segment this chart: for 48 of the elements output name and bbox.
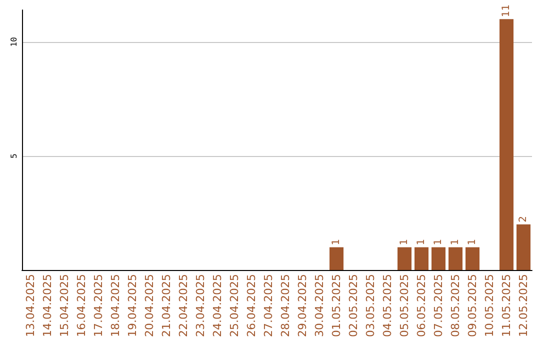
x-tick-label: 24.04.2025 (211, 274, 224, 337)
x-tick-label: 21.04.2025 (160, 274, 173, 337)
x-tick-label: 19.04.2025 (126, 274, 139, 337)
x-tick-label: 30.04.2025 (313, 274, 326, 337)
x-tick-label: 20.04.2025 (143, 274, 156, 337)
x-tick-label: 08.05.2025 (449, 274, 462, 337)
bar (516, 224, 530, 270)
x-tick-label: 04.05.2025 (381, 274, 394, 337)
y-tick-label: 5 (10, 153, 18, 158)
data-label: 2 (518, 216, 529, 222)
data-label: 1 (416, 238, 427, 246)
x-tick-label: 14.04.2025 (41, 274, 54, 337)
x-tick-label: 28.04.2025 (279, 274, 292, 337)
x-tick-label: 22.04.2025 (177, 274, 190, 337)
bar (466, 247, 480, 270)
x-tick-label: 29.04.2025 (296, 274, 309, 337)
x-tick-label: 02.05.2025 (347, 274, 360, 337)
bar (330, 247, 344, 270)
x-tick-label: 09.05.2025 (466, 274, 479, 337)
y-tick-label: 10 (10, 36, 18, 47)
x-tick-label: 27.04.2025 (262, 274, 275, 337)
bar (448, 247, 462, 270)
data-label: 1 (467, 238, 478, 246)
x-tick-label: 15.04.2025 (58, 274, 71, 337)
x-tick-label: 05.05.2025 (398, 274, 411, 337)
x-tick-label: 12.05.2025 (517, 274, 530, 337)
x-tick-label: 10.05.2025 (483, 274, 496, 337)
x-tick-label: 03.05.2025 (364, 274, 377, 337)
bar (432, 247, 446, 270)
data-label: 1 (331, 238, 342, 246)
x-tick-label: 07.05.2025 (432, 274, 445, 337)
x-tick-label: 17.04.2025 (92, 274, 105, 337)
x-tick-label: 23.04.2025 (194, 274, 207, 337)
x-tick-label: 25.04.2025 (228, 274, 241, 337)
x-tick-label: 16.04.2025 (75, 274, 88, 337)
x-tick-label: 01.05.2025 (330, 274, 343, 337)
bar (500, 19, 514, 270)
x-tick-label: 13.04.2025 (24, 274, 37, 337)
x-tick-label: 18.04.2025 (109, 274, 122, 337)
data-label: 1 (433, 238, 444, 246)
x-tick-label: 11.05.2025 (500, 274, 513, 337)
data-label: 1 (450, 238, 461, 246)
data-label: 11 (501, 4, 512, 18)
bar (398, 247, 412, 270)
x-tick-label: 06.05.2025 (415, 274, 428, 337)
x-tick-label: 26.04.2025 (245, 274, 258, 337)
bar (414, 247, 428, 270)
data-label: 1 (399, 238, 410, 246)
